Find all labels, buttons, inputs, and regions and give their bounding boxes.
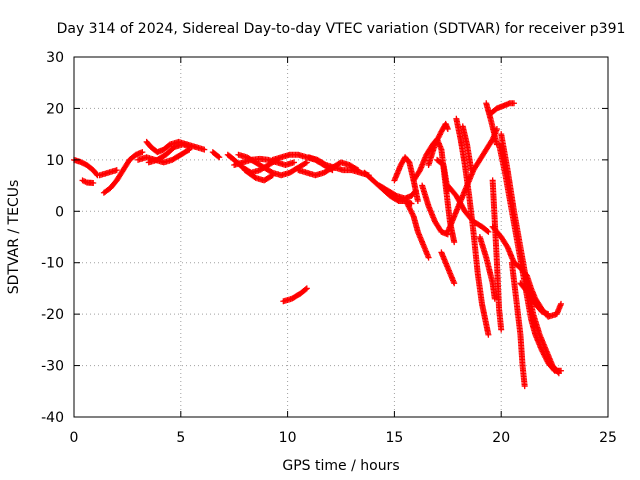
- y-tick-label: -30: [41, 359, 64, 375]
- data-point: [498, 326, 505, 333]
- y-tick-label: -10: [41, 256, 64, 272]
- series-arc-33: [487, 100, 518, 117]
- data-point: [468, 167, 475, 174]
- series-arc-28: [453, 115, 492, 338]
- series-arc-27: [444, 182, 492, 235]
- data-point: [201, 146, 208, 153]
- data-point: [90, 180, 97, 186]
- data-point: [139, 149, 146, 156]
- data-point: [554, 369, 561, 376]
- x-tick-label: 5: [176, 430, 185, 446]
- series-arc-12: [241, 167, 276, 184]
- data-point: [484, 228, 491, 234]
- series-arc-8: [209, 149, 223, 161]
- y-tick-label: 10: [46, 153, 64, 169]
- data-point: [491, 295, 498, 302]
- y-tick-label: -40: [41, 410, 64, 426]
- data-point: [268, 173, 275, 180]
- series-arc-20: [404, 200, 432, 261]
- y-axis-label: SDTVAR / TECUs: [6, 180, 22, 295]
- series-arc-37: [508, 259, 528, 390]
- series-arc-32: [489, 177, 505, 333]
- x-tick-label: 15: [385, 430, 403, 446]
- data-point: [485, 228, 492, 235]
- data-point: [558, 300, 565, 307]
- series-arc-23: [425, 120, 451, 168]
- y-tick-label: 30: [46, 50, 64, 66]
- data-point: [425, 254, 432, 261]
- series-arc-36: [498, 131, 562, 377]
- data-points: [71, 100, 565, 390]
- x-axis-label: GPS time / hours: [282, 458, 399, 474]
- data-point: [485, 331, 492, 338]
- series-arc-16: [280, 285, 310, 305]
- y-tick-label: 20: [46, 101, 64, 117]
- y-tick-label: -20: [41, 307, 64, 323]
- data-point: [511, 100, 518, 107]
- data-point: [113, 167, 120, 174]
- data-point: [451, 280, 458, 287]
- data-point: [451, 239, 458, 246]
- x-tick-label: 0: [70, 430, 79, 446]
- data-point: [216, 154, 223, 161]
- data-point: [545, 311, 552, 318]
- series-arc-25: [438, 249, 458, 287]
- data-point: [303, 159, 310, 166]
- data-point: [269, 172, 276, 179]
- data-point: [444, 126, 451, 132]
- series-arc-38: [517, 280, 552, 318]
- series-arc-18: [376, 182, 419, 202]
- plot-frame: [73, 56, 609, 418]
- series-arc-29: [459, 123, 475, 174]
- data-point: [414, 198, 421, 204]
- data-point: [302, 286, 309, 293]
- y-axis-tick-labels: 30 20 10 0 -10 -20 -30 -40: [41, 50, 64, 426]
- x-tick-label: 10: [279, 430, 297, 446]
- chart-title: Day 314 of 2024, Sidereal Day-to-day VTE…: [57, 21, 626, 37]
- data-point: [188, 144, 195, 150]
- data-point: [215, 153, 222, 160]
- series-arc-3: [100, 149, 146, 196]
- x-tick-label: 25: [599, 430, 617, 446]
- axis-ticks: [73, 56, 609, 418]
- series-arc-2: [79, 177, 97, 186]
- data-point: [303, 285, 310, 292]
- data-point: [302, 160, 309, 167]
- data-point: [521, 383, 528, 390]
- series-arc-4: [96, 167, 120, 179]
- data-point: [555, 370, 562, 377]
- x-axis-tick-labels: 0 5 10 15 20 25: [70, 430, 617, 446]
- series-arc-24: [434, 156, 451, 194]
- grid-lines: [74, 57, 608, 417]
- series-arc-15: [305, 154, 372, 179]
- x-tick-label: 20: [492, 430, 510, 446]
- data-point: [291, 159, 298, 166]
- series-arc-7: [145, 141, 195, 166]
- y-tick-label: 0: [55, 204, 64, 220]
